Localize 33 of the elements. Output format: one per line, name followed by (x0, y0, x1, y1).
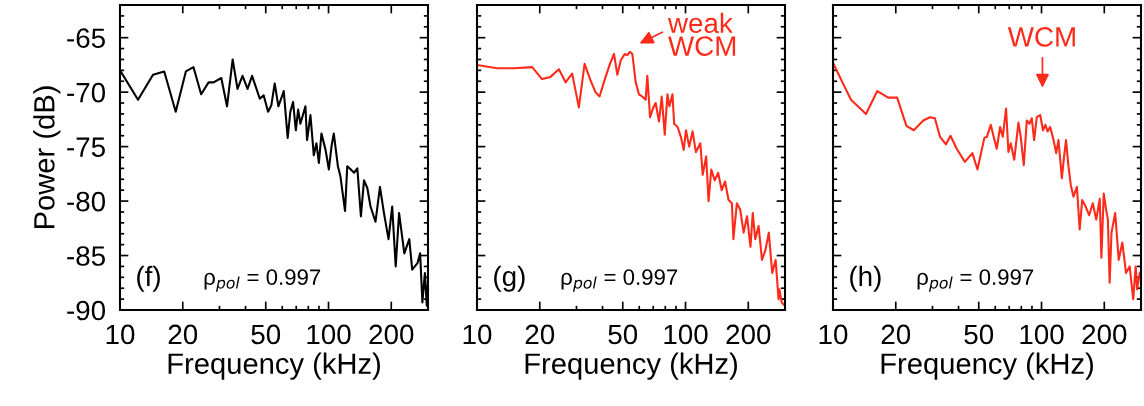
x-tick-label: 200 (369, 324, 414, 345)
x-tick-label: 20 (525, 324, 555, 345)
x-tick-label: 10 (819, 324, 848, 345)
x-tick-label: 10 (106, 324, 135, 345)
y-tick-label: -65 (67, 28, 105, 49)
x-tick-label: 200 (1082, 324, 1127, 345)
x-tick-label: 20 (168, 324, 198, 345)
annotation: ρ$_{pol}$ = 0.997 (917, 269, 1034, 292)
y-tick-label: -80 (67, 191, 106, 212)
y-tick-label: -70 (67, 82, 106, 103)
x-axis-title: Frequency (kHz) (525, 352, 737, 380)
x-tick-label: 100 (664, 324, 708, 345)
y-tick-label: -75 (67, 137, 105, 157)
annotation: weak WCM (667, 12, 736, 56)
y-tick-label: -85 (67, 246, 105, 266)
annotation: (h) (850, 265, 881, 292)
x-axis-title: Frequency (kHz) (881, 352, 1093, 380)
x-tick-label: 50 (608, 324, 638, 345)
annotation: ρ$_{pol}$ = 0.997 (204, 269, 321, 292)
x-axis-title: Frequency (kHz) (168, 352, 380, 380)
annotation: WCM (1007, 27, 1075, 47)
annotation: (f) (137, 265, 160, 292)
x-tick-label: 100 (1020, 324, 1064, 345)
x-tick-label: 50 (251, 324, 281, 345)
x-tick-label: 100 (307, 324, 351, 345)
x-tick-label: 50 (964, 324, 994, 345)
y-tick-label: -90 (67, 300, 106, 321)
annotation: ρ$_{pol}$ = 0.997 (561, 269, 678, 292)
x-tick-label: 200 (726, 324, 771, 345)
x-tick-label: 10 (463, 324, 492, 345)
annotation: (g) (494, 265, 525, 292)
y-axis-title: Power (dB) (33, 86, 61, 229)
x-tick-label: 20 (881, 324, 911, 345)
